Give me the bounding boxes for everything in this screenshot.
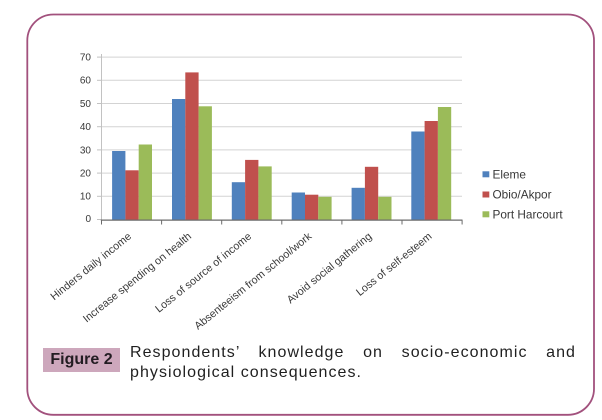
svg-text:Absenteeism from school/work: Absenteeism from school/work [192, 230, 314, 332]
svg-text:30: 30 [80, 145, 92, 156]
svg-text:Increase spending on health: Increase spending on health [81, 231, 194, 326]
svg-text:10: 10 [80, 192, 92, 203]
svg-text:50: 50 [80, 99, 92, 110]
svg-text:Eleme: Eleme [493, 167, 527, 181]
svg-text:Loss of source of income: Loss of source of income [153, 231, 254, 316]
svg-text:60: 60 [80, 76, 92, 87]
svg-text:70: 70 [80, 53, 92, 64]
svg-text:20: 20 [80, 169, 92, 180]
svg-text:Obio/Akpor: Obio/Akpor [493, 188, 552, 202]
svg-text:40: 40 [80, 122, 92, 133]
svg-text:0: 0 [85, 214, 91, 225]
svg-text:Port Harcourt: Port Harcourt [493, 207, 564, 221]
